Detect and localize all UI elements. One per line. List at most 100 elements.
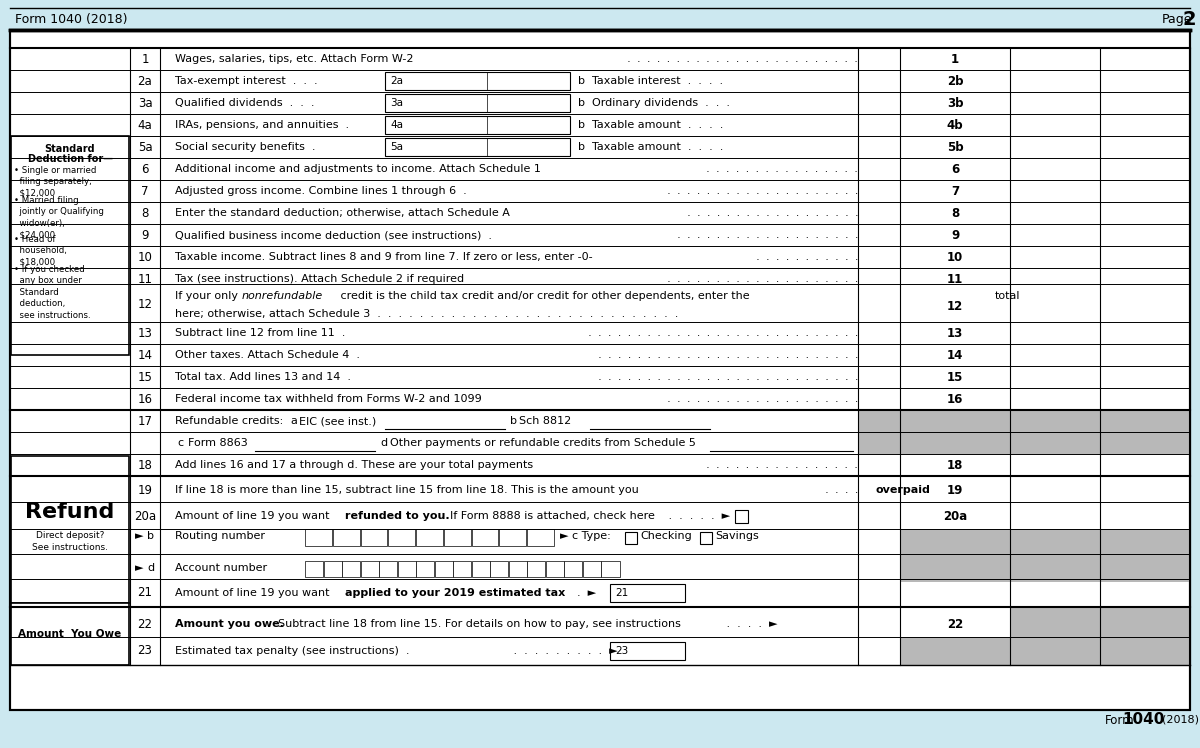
Text: Tax-exempt interest  .  .  .: Tax-exempt interest . . . xyxy=(175,76,318,86)
Bar xyxy=(342,561,360,577)
Text: Estimated tax penalty (see instructions)  .: Estimated tax penalty (see instructions)… xyxy=(175,646,409,656)
Text: Qualified dividends  .  .  .: Qualified dividends . . . xyxy=(175,98,314,108)
Text: Page: Page xyxy=(1162,13,1193,25)
Text: d: d xyxy=(380,438,388,448)
Text: Adjusted gross income. Combine lines 1 through 6  .: Adjusted gross income. Combine lines 1 t… xyxy=(175,186,467,196)
Text: a: a xyxy=(290,416,296,426)
Text: Amount you owe.: Amount you owe. xyxy=(175,619,284,629)
Bar xyxy=(610,584,685,602)
Text: 20a: 20a xyxy=(134,509,156,523)
Bar xyxy=(397,561,415,577)
Text: .  .  .  .  .  .  .  .  .  .  .  .  .  .  .  .: . . . . . . . . . . . . . . . . xyxy=(703,164,858,174)
Text: 19: 19 xyxy=(947,483,964,497)
Text: Total tax. Add lines 13 and 14  .: Total tax. Add lines 13 and 14 . xyxy=(175,372,352,382)
Text: .  .  .  .  ►: . . . . ► xyxy=(722,619,778,629)
Text: 14: 14 xyxy=(947,349,964,361)
Text: • Single or married
  filing separately,
  $12,000: • Single or married filing separately, $… xyxy=(14,166,96,198)
Bar xyxy=(389,529,415,546)
Bar xyxy=(416,529,443,546)
Bar xyxy=(527,529,554,546)
Bar xyxy=(434,561,452,577)
Bar xyxy=(379,561,397,577)
Text: 7: 7 xyxy=(142,185,149,197)
Text: If Form 8888 is attached, check here: If Form 8888 is attached, check here xyxy=(450,511,655,521)
Text: (2018): (2018) xyxy=(1162,715,1199,725)
Text: 21: 21 xyxy=(138,586,152,599)
Bar xyxy=(858,410,1190,432)
Bar xyxy=(416,561,434,577)
Text: .  ►: . ► xyxy=(570,588,596,598)
Text: 18: 18 xyxy=(947,459,964,471)
Text: 8: 8 xyxy=(142,206,149,219)
Text: Qualified business income deduction (see instructions)  .: Qualified business income deduction (see… xyxy=(175,230,492,240)
Bar xyxy=(509,561,527,577)
Text: Amount  You Owe: Amount You Owe xyxy=(18,629,121,639)
Bar xyxy=(454,561,472,577)
Bar xyxy=(385,116,570,134)
Text: overpaid: overpaid xyxy=(875,485,930,495)
Text: 5a: 5a xyxy=(138,141,152,153)
Text: here; otherwise, attach Schedule 3  .  .  .  .  .  .  .  .  .  .  .  .  .  .  . : here; otherwise, attach Schedule 3 . . .… xyxy=(175,309,678,319)
Text: nonrefundable: nonrefundable xyxy=(242,291,323,301)
Bar xyxy=(385,138,570,156)
Text: b: b xyxy=(148,531,154,541)
Text: .  .  .  .  .  .  .  .  .  .  .  .  .  .  .  .  .  .  .  .  .  .  .  .  .  .  .: . . . . . . . . . . . . . . . . . . . . … xyxy=(595,350,858,360)
Text: Tax (see instructions). Attach Schedule 2 if required: Tax (see instructions). Attach Schedule … xyxy=(175,274,464,284)
Bar xyxy=(11,136,130,355)
Text: • Head of
  household,
  $18,000: • Head of household, $18,000 xyxy=(14,235,67,267)
Bar xyxy=(444,529,470,546)
Bar xyxy=(564,561,582,577)
Text: 6: 6 xyxy=(950,162,959,176)
Text: Subtract line 12 from line 11  .: Subtract line 12 from line 11 . xyxy=(175,328,346,338)
Text: Form: Form xyxy=(1105,714,1135,726)
Text: 12: 12 xyxy=(947,299,964,313)
Text: Refund: Refund xyxy=(25,501,115,521)
Text: b  Taxable amount  .  .  .  .: b Taxable amount . . . . xyxy=(578,120,724,130)
Text: 1: 1 xyxy=(142,52,149,66)
Text: 7: 7 xyxy=(950,185,959,197)
Bar xyxy=(360,561,379,577)
Text: b  Ordinary dividends  .  .  .: b Ordinary dividends . . . xyxy=(578,98,730,108)
Text: 4b: 4b xyxy=(947,118,964,132)
Text: 18: 18 xyxy=(138,459,152,471)
Bar xyxy=(305,561,323,577)
Bar xyxy=(360,529,388,546)
Bar xyxy=(491,561,509,577)
Text: EIC (see inst.): EIC (see inst.) xyxy=(299,416,377,426)
Text: 14: 14 xyxy=(138,349,152,361)
Text: Social security benefits  .: Social security benefits . xyxy=(175,142,316,152)
Text: 20a: 20a xyxy=(943,509,967,523)
Text: .  .  .  .  .  .  .  .  .  .  .  .  .  .  .  .  .  .  .  .: . . . . . . . . . . . . . . . . . . . . xyxy=(664,394,858,404)
Text: b  Taxable amount  .  .  .  .: b Taxable amount . . . . xyxy=(578,142,724,152)
Text: d: d xyxy=(148,563,154,573)
Text: 11: 11 xyxy=(947,272,964,286)
Text: 22: 22 xyxy=(138,618,152,631)
Text: Standard: Standard xyxy=(44,144,95,154)
Text: Taxable income. Subtract lines 8 and 9 from line 7. If zero or less, enter -0-: Taxable income. Subtract lines 8 and 9 f… xyxy=(175,252,593,262)
Text: 10: 10 xyxy=(138,251,152,263)
Text: IRAs, pensions, and annuities  .: IRAs, pensions, and annuities . xyxy=(175,120,349,130)
Text: b: b xyxy=(510,416,517,426)
Text: Other taxes. Attach Schedule 4  .: Other taxes. Attach Schedule 4 . xyxy=(175,350,360,360)
Text: If line 18 is more than line 15, subtract line 15 from line 18. This is the amou: If line 18 is more than line 15, subtrac… xyxy=(175,485,638,495)
Text: 3b: 3b xyxy=(947,96,964,109)
Text: Amount of line 19 you want: Amount of line 19 you want xyxy=(175,511,330,521)
Bar xyxy=(472,529,498,546)
Text: Add lines 16 and 17 a through d. These are your total payments: Add lines 16 and 17 a through d. These a… xyxy=(175,460,533,470)
Text: 6: 6 xyxy=(142,162,149,176)
Text: c: c xyxy=(178,438,184,448)
Bar xyxy=(472,561,490,577)
Text: Form 1040 (2018): Form 1040 (2018) xyxy=(14,13,127,25)
Text: Account number: Account number xyxy=(175,563,268,573)
Text: Direct deposit?
See instructions.: Direct deposit? See instructions. xyxy=(32,531,108,552)
Text: 3a: 3a xyxy=(138,96,152,109)
Text: 12: 12 xyxy=(138,298,152,310)
Text: Refundable credits:: Refundable credits: xyxy=(175,416,283,426)
Bar xyxy=(858,432,1190,454)
Text: 9: 9 xyxy=(142,228,149,242)
Text: • If you checked
  any box under
  Standard
  deduction,
  see instructions.: • If you checked any box under Standard … xyxy=(14,265,91,320)
Text: Checking: Checking xyxy=(640,531,691,541)
Bar xyxy=(10,8,1190,30)
Text: 11: 11 xyxy=(138,272,152,286)
Text: 15: 15 xyxy=(947,370,964,384)
